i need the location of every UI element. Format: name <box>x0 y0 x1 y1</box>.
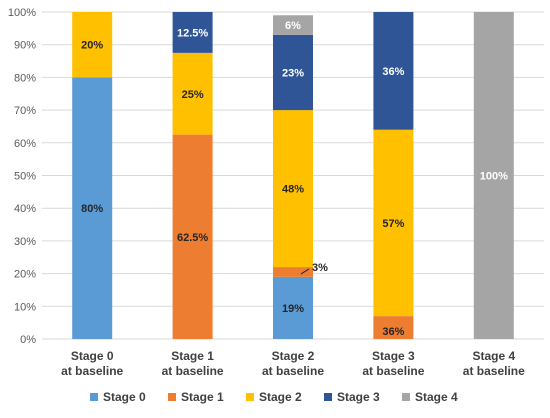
bar-segment <box>273 34 313 111</box>
y-tick-label: 100% <box>8 7 36 19</box>
y-tick-label: 60% <box>14 138 36 150</box>
data-label: 12.5% <box>177 27 208 39</box>
x-category-label: at baseline <box>262 364 324 378</box>
leader-line <box>300 268 310 275</box>
legend-label: Stage 3 <box>337 390 380 404</box>
legend-swatch <box>168 393 176 401</box>
x-category-label: Stage 1 <box>171 349 214 363</box>
legend-label: Stage 4 <box>415 390 458 404</box>
data-label: 19% <box>282 303 304 315</box>
bar-segment <box>72 77 113 340</box>
legend-label: Stage 1 <box>181 390 224 404</box>
y-tick-label: 90% <box>14 40 36 52</box>
bar-segment <box>273 267 313 277</box>
bar-segment <box>172 134 213 339</box>
y-tick-label: 50% <box>14 171 36 183</box>
data-label: 25% <box>182 89 204 101</box>
bar-segment <box>273 15 313 35</box>
x-category-label: at baseline <box>162 364 224 378</box>
data-label: 3% <box>312 262 328 274</box>
bar-segment <box>172 52 213 135</box>
data-label: 57% <box>382 218 404 230</box>
bar-segment <box>172 12 213 53</box>
data-label: 20% <box>81 40 103 52</box>
x-category-label: Stage 2 <box>272 349 315 363</box>
bar-segment <box>373 12 414 130</box>
y-tick-label: 10% <box>14 301 36 313</box>
data-label: 100% <box>480 171 508 183</box>
legend-label: Stage 2 <box>259 390 302 404</box>
x-category-label: Stage 4 <box>472 349 515 363</box>
bar-segment <box>473 12 514 339</box>
data-label: 23% <box>282 67 304 79</box>
bar-segment <box>273 110 313 268</box>
data-label: 48% <box>282 184 304 196</box>
legend-swatch <box>246 393 254 401</box>
legend-label: Stage 0 <box>103 390 146 404</box>
bar-segment <box>373 129 414 317</box>
data-label: 62.5% <box>177 232 208 244</box>
y-tick-label: 30% <box>14 236 36 248</box>
bar-segment <box>72 12 113 78</box>
legend-swatch <box>324 393 332 401</box>
legend-swatch <box>402 393 410 401</box>
y-tick-label: 0% <box>20 334 36 346</box>
x-category-label: at baseline <box>362 364 424 378</box>
data-label: 6% <box>285 20 301 32</box>
data-label: 36% <box>382 326 404 338</box>
bar-segment <box>273 276 313 339</box>
data-label: 36% <box>382 66 404 78</box>
y-tick-label: 40% <box>14 203 36 215</box>
y-tick-label: 20% <box>14 269 36 281</box>
x-category-label: Stage 3 <box>372 349 415 363</box>
x-category-label: at baseline <box>463 364 525 378</box>
legend-swatch <box>90 393 98 401</box>
bar-segment <box>373 316 414 339</box>
x-category-label: Stage 0 <box>71 349 114 363</box>
x-category-label: at baseline <box>61 364 123 378</box>
y-tick-label: 70% <box>14 105 36 117</box>
y-tick-label: 80% <box>14 72 36 84</box>
data-label: 80% <box>81 203 103 215</box>
